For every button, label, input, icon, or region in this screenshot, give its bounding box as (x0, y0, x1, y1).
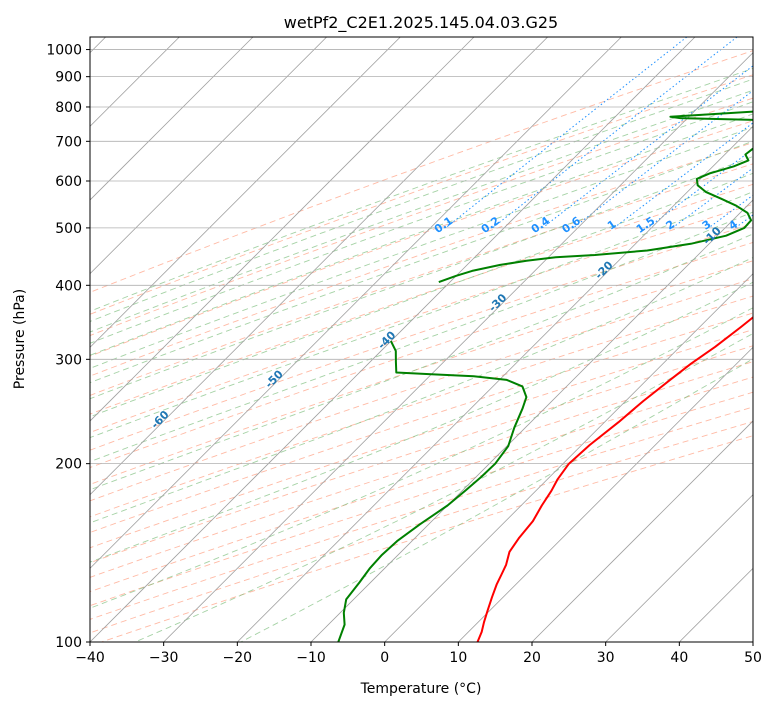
moist-adiabat (90, 113, 753, 356)
isotherm-line (90, 37, 401, 348)
x-tick-label: −40 (75, 650, 105, 666)
y-tick-label: 300 (55, 352, 82, 368)
mixing-ratio-label: 2 (664, 218, 678, 233)
dewpoint-upper-line (337, 340, 528, 642)
mixing-ratio-label: 0.1 (432, 214, 455, 236)
moist-adiabat (90, 78, 753, 322)
isotherm-label: -70 (13, 469, 36, 492)
moist-adiabat (90, 67, 753, 312)
dry-adiabat (90, 421, 753, 634)
dry-adiabat (90, 50, 753, 293)
dry-adiabat (90, 278, 753, 502)
isotherm-line (752, 641, 753, 642)
x-tick-label: 0 (380, 650, 389, 666)
mixing-ratio-line (572, 90, 753, 229)
isotherm-line (90, 37, 475, 422)
x-tick-label: 50 (744, 650, 762, 666)
moist-adiabat (90, 140, 753, 384)
mixing-ratio-line (492, 37, 738, 229)
line-labels: -100-90-80-70-60-50-40-30-20-1000.10.20.… (13, 214, 775, 492)
y-tick-label: 500 (55, 221, 82, 237)
x-axis: −40 −30 −20 −10 0 10 20 30 40 50 (75, 642, 762, 666)
y-tick-label: 800 (55, 100, 82, 116)
chart-title: wetPf2_C2E1.2025.145.04.03.G25 (284, 13, 558, 33)
isotherm-line (90, 37, 696, 642)
isotherm-line (90, 37, 548, 496)
mixing-ratio-label: 1 (605, 218, 619, 233)
isotherm-line (679, 567, 753, 642)
isotherm-line (458, 346, 753, 642)
y-tick-label: 1000 (46, 43, 82, 59)
mixing-ratio-label: 0.4 (529, 214, 553, 236)
moist-adiabat (240, 358, 753, 642)
temperature-line (476, 316, 753, 642)
moist-adiabat (90, 233, 753, 491)
data-series (337, 110, 753, 642)
moist-adiabat (90, 126, 753, 369)
y-tick-label: 600 (55, 174, 82, 190)
dry-adiabat (90, 97, 753, 337)
dewpoint-line (438, 110, 753, 284)
y-axis: 100 200 300 400 500 600 700 800 900 1000 (46, 43, 90, 651)
dry-adiabat (90, 406, 753, 620)
y-axis-label: Pressure (hPa) (12, 289, 28, 389)
x-tick-label: −20 (223, 650, 253, 666)
isotherm-line (90, 37, 622, 569)
moist-adiabat (134, 332, 753, 642)
dry-adiabat (90, 223, 753, 451)
isotherm-label: -20 (592, 258, 615, 281)
isotherm-line (163, 52, 753, 642)
x-tick-label: −10 (296, 650, 326, 666)
isotherm-line (605, 494, 753, 642)
y-tick-label: 100 (55, 635, 82, 651)
moist-adiabat (90, 211, 753, 463)
x-tick-label: 40 (670, 650, 688, 666)
isotherm-line (90, 37, 254, 201)
x-tick-label: 20 (523, 650, 541, 666)
moist-adiabat (90, 257, 753, 524)
isotherm-line (384, 273, 753, 642)
mixing-ratio-label: 1.5 (634, 214, 657, 236)
dry-adiabat (90, 183, 753, 415)
moist-adiabat (90, 281, 753, 563)
x-tick-label: 30 (597, 650, 615, 666)
mixing-ratio-line (445, 37, 688, 229)
y-tick-label: 400 (55, 278, 82, 294)
isotherm-line (531, 420, 753, 642)
y-tick-label: 900 (55, 70, 82, 86)
dry-adiabat (90, 142, 753, 377)
y-tick-label: 700 (55, 134, 82, 150)
dry-adiabat (90, 329, 753, 549)
isotherm-label: -50 (263, 367, 286, 390)
isotherm-line (237, 125, 753, 642)
x-tick-label: −30 (149, 650, 179, 666)
dry-adiabat (101, 435, 753, 642)
plot-frame (89, 36, 754, 643)
mixing-ratio-line (734, 214, 753, 229)
x-axis-label: Temperature (°C) (360, 681, 482, 697)
mixing-ratio-label: 0.6 (560, 214, 584, 236)
isotherm-label: -30 (486, 291, 509, 314)
isotherm-line (90, 37, 327, 275)
dry-adiabat (90, 74, 753, 315)
mixing-ratio-line (672, 167, 753, 229)
dry-adiabat (90, 312, 753, 533)
moist-adiabat (90, 89, 753, 333)
dry-adiabat (90, 163, 753, 396)
x-tick-label: 10 (449, 650, 467, 666)
grid (90, 37, 753, 642)
mixing-ratio-label: 6 (765, 217, 775, 232)
isotherm-line (310, 199, 753, 642)
dry-adiabat (90, 391, 753, 607)
moist-adiabat (90, 156, 753, 400)
y-tick-label: 200 (55, 457, 82, 473)
